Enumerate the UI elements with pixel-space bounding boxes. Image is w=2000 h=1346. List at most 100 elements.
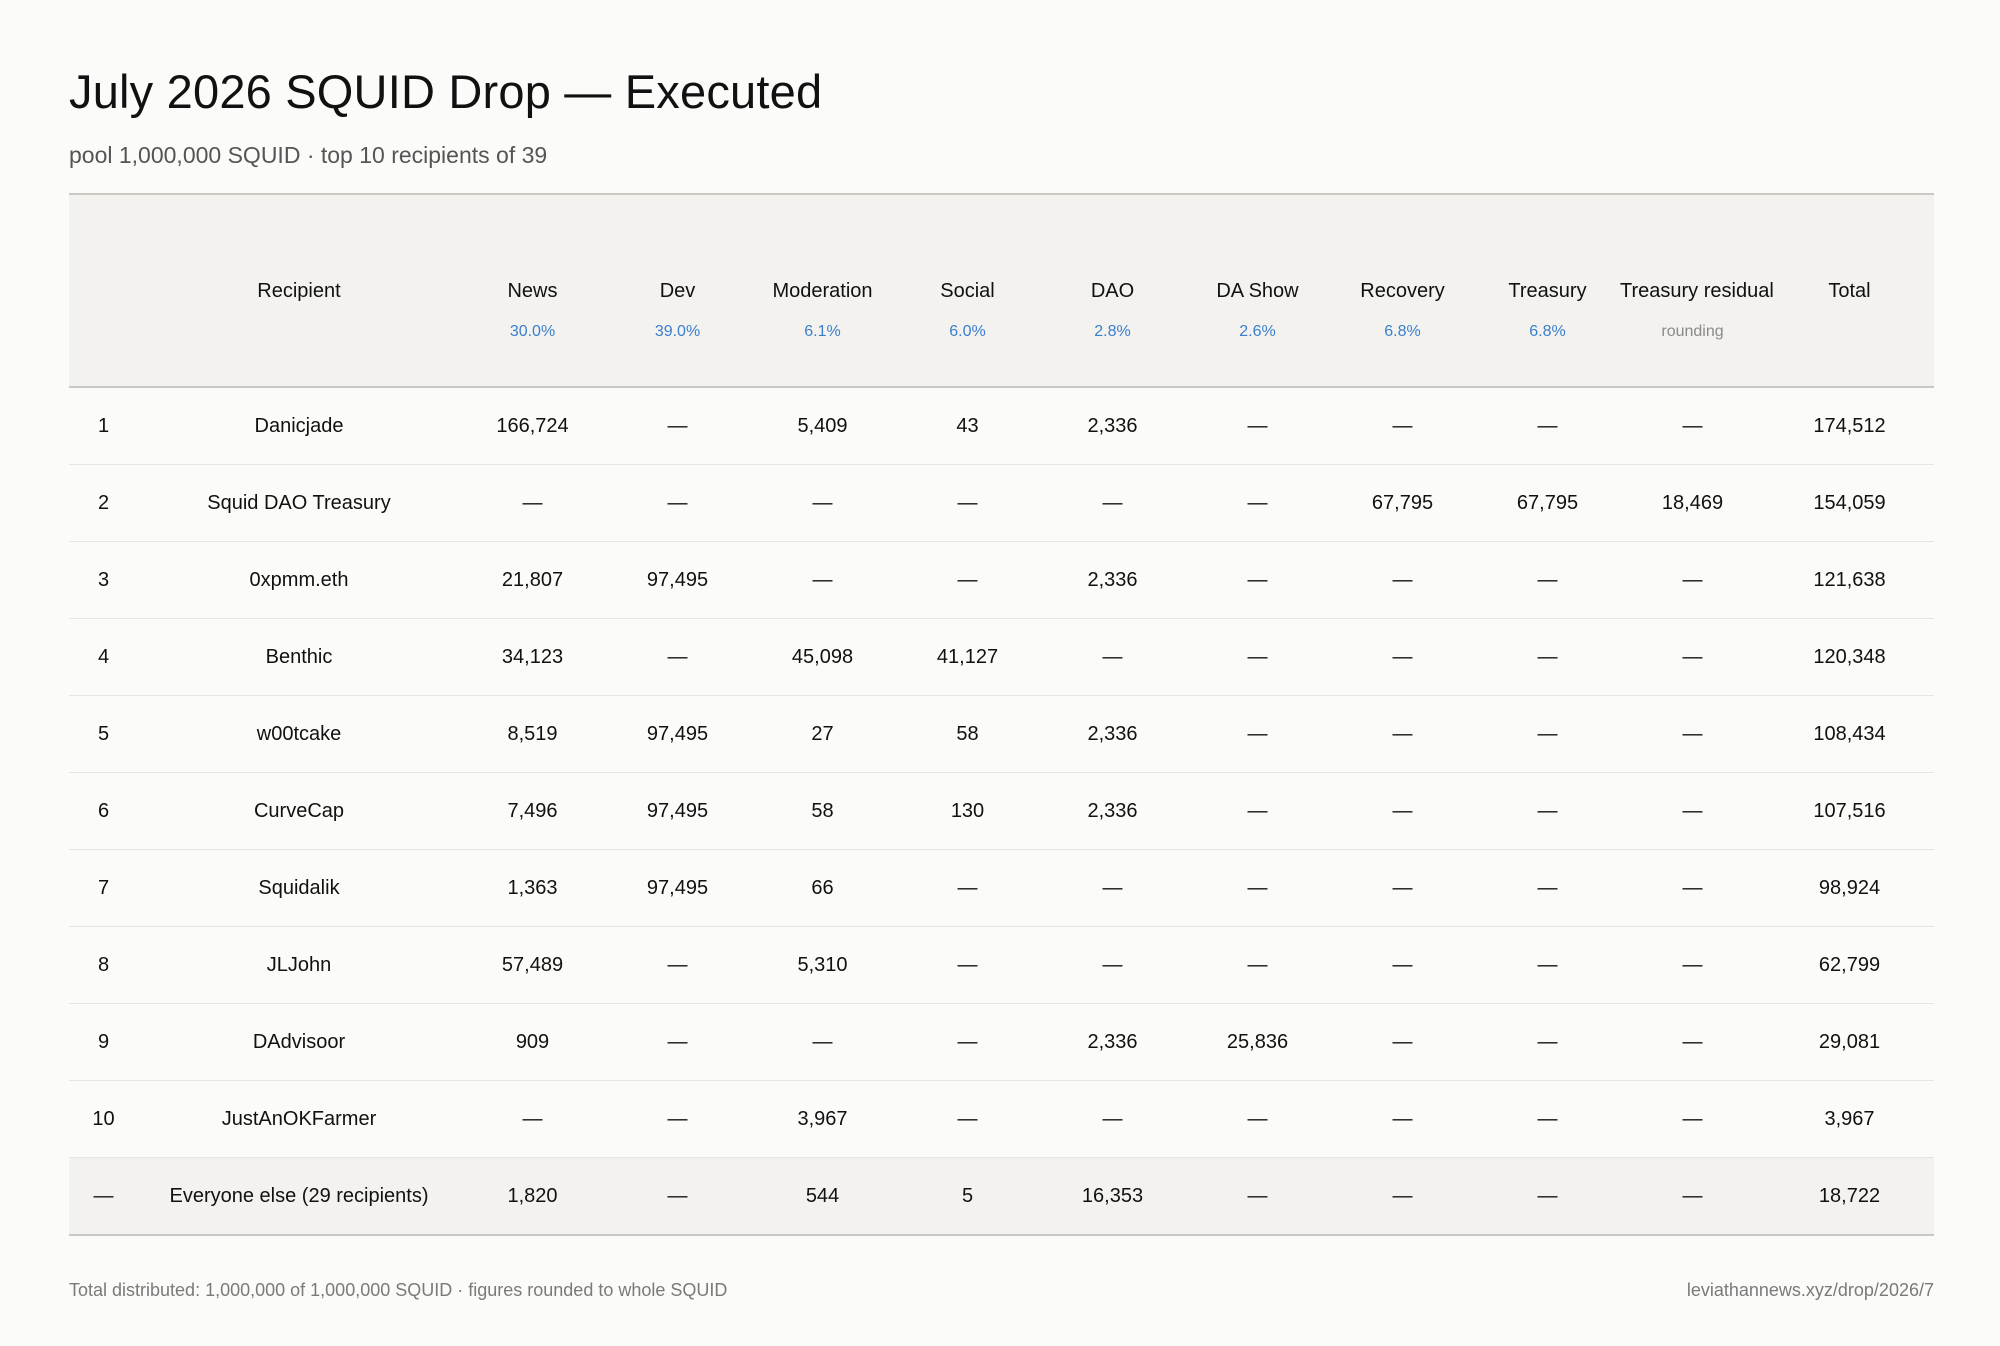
cell-moderation: 5,409 (750, 387, 895, 465)
table-row: 8 JLJohn 57,489—5,310— — — — — —62,799 (69, 926, 1934, 1004)
cell-treasury-residual: — (1620, 695, 1765, 773)
cell-recovery: — (1330, 1003, 1475, 1081)
row-recipient: DAdvisoor (138, 1003, 460, 1081)
cell-moderation: 5,310 (750, 926, 895, 1004)
row-rank: 3 (69, 541, 138, 619)
header-treasury-residual: Treasury residual (1620, 280, 1774, 302)
cell-social: — (895, 541, 1040, 619)
pct-treasury-residual: rounding (1661, 323, 1724, 340)
cell-total: 154,059 (1765, 464, 1934, 542)
everyone-else-row: — Everyone else (29 recipients) 1,820 — … (69, 1157, 1934, 1236)
cell-da-show: — (1185, 849, 1330, 927)
cell-da-show: — (1185, 695, 1330, 773)
row-rank: 2 (69, 464, 138, 542)
cell-dao: — (1040, 618, 1185, 696)
cell-treasury: — (1475, 1080, 1620, 1158)
cell-dev: — (605, 1157, 750, 1236)
row-rank: — (69, 1157, 138, 1236)
row-recipient: JLJohn (138, 926, 460, 1004)
cell-social: — (895, 926, 1040, 1004)
row-recipient: Benthic (138, 618, 460, 696)
cell-total: 29,081 (1765, 1003, 1934, 1081)
cell-recovery: — (1330, 618, 1475, 696)
row-recipient: Danicjade (138, 387, 460, 465)
cell-treasury: — (1475, 772, 1620, 850)
pct-dao: 2.8% (1094, 323, 1131, 340)
cell-social: — (895, 1080, 1040, 1158)
cell-moderation: — (750, 541, 895, 619)
pct-moderation: 6.1% (804, 323, 841, 340)
header-dev: Dev (659, 280, 696, 302)
cell-da-show: 25,836 (1185, 1003, 1330, 1081)
row-rank: 4 (69, 618, 138, 696)
cell-news: 57,489 (460, 926, 605, 1004)
footer-note: Total distributed: 1,000,000 of 1,000,00… (69, 1280, 728, 1300)
cell-dao: 2,336 (1040, 772, 1185, 850)
cell-treasury-residual: — (1620, 772, 1765, 850)
row-rank: 5 (69, 695, 138, 773)
row-recipient: 0xpmm.eth (138, 541, 460, 619)
table-row: 7 Squidalik 1,363 97,495 66— — — — — —98,924 (69, 849, 1934, 927)
cell-moderation: 3,967 (750, 1080, 895, 1158)
cell-news: 21,807 (460, 541, 605, 619)
cell-dev: 97,495 (605, 849, 750, 927)
cell-news: — (460, 1080, 605, 1158)
cell-treasury-residual: — (1620, 1157, 1765, 1236)
cell-da-show: — (1185, 772, 1330, 850)
table-row: 2 Squid DAO Treasury — — — — — —67,795 67,795 18,… (69, 464, 1934, 542)
cell-da-show: — (1185, 387, 1330, 465)
cell-total: 3,967 (1765, 1080, 1934, 1158)
page-title: July 2026 SQUID Drop — Executed (69, 65, 823, 118)
header-total: Total (1828, 280, 1871, 302)
table-row: 4 Benthic 34,123—45,098 41,127— — — — —120,348 (69, 618, 1934, 696)
cell-da-show: — (1185, 464, 1330, 542)
cell-dao: — (1040, 849, 1185, 927)
cell-social: 41,127 (895, 618, 1040, 696)
pct-treasury: 6.8% (1529, 323, 1566, 340)
cell-recovery: — (1330, 1080, 1475, 1158)
cell-social: 58 (895, 695, 1040, 773)
cell-recovery: — (1330, 772, 1475, 850)
cell-social: 5 (895, 1157, 1040, 1236)
cell-total: 174,512 (1765, 387, 1934, 465)
cell-da-show: — (1185, 1157, 1330, 1236)
drop-table: Recipient News Dev Moderation Social DAO… (69, 193, 1934, 1236)
table-row: 1 Danicjade 166,724—5,409 43 2,336— — — —174,51… (69, 387, 1934, 465)
cell-moderation: 27 (750, 695, 895, 773)
cell-dev: — (605, 387, 750, 465)
cell-dev: — (605, 618, 750, 696)
page-subtitle: pool 1,000,000 SQUID · top 10 recipients… (69, 142, 548, 168)
header-treasury: Treasury (1508, 280, 1587, 302)
cell-recovery: — (1330, 849, 1475, 927)
cell-total: 108,434 (1765, 695, 1934, 773)
pct-news: 30.0% (509, 323, 556, 340)
cell-total: 120,348 (1765, 618, 1934, 696)
cell-treasury-residual: — (1620, 1003, 1765, 1081)
cell-dao: — (1040, 926, 1185, 1004)
cell-treasury-residual: — (1620, 849, 1765, 927)
cell-dev: 97,495 (605, 772, 750, 850)
cell-treasury: — (1475, 1003, 1620, 1081)
pct-social: 6.0% (949, 323, 986, 340)
cell-treasury-residual: — (1620, 387, 1765, 465)
cell-treasury: — (1475, 1157, 1620, 1236)
cell-moderation: — (750, 464, 895, 542)
table-header-row: Recipient News Dev Moderation Social DAO… (69, 194, 1934, 339)
cell-news: 7,496 (460, 772, 605, 850)
cell-dev: — (605, 926, 750, 1004)
cell-dao: 16,353 (1040, 1157, 1185, 1236)
row-recipient: Everyone else (29 recipients) (138, 1157, 460, 1236)
cell-total: 121,638 (1765, 541, 1934, 619)
cell-dao: 2,336 (1040, 1003, 1185, 1081)
cell-treasury: — (1475, 849, 1620, 927)
header-recovery: Recovery (1360, 280, 1445, 302)
row-rank: 6 (69, 772, 138, 850)
cell-da-show: — (1185, 618, 1330, 696)
cell-treasury-residual: 18,469 (1620, 464, 1765, 542)
cell-da-show: — (1185, 1080, 1330, 1158)
cell-social: — (895, 1003, 1040, 1081)
footer-link[interactable]: leviathannews.xyz/drop/2026/7 (1686, 1280, 1934, 1300)
cell-news: 1,820 (460, 1157, 605, 1236)
cell-total: 98,924 (1765, 849, 1934, 927)
row-recipient: Squid DAO Treasury (138, 464, 460, 542)
